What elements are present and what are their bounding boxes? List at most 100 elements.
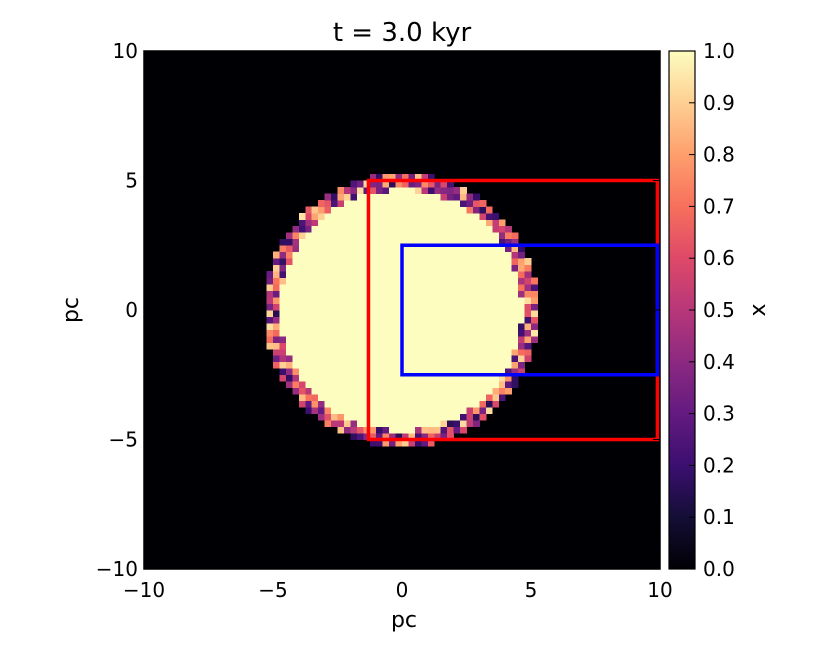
heatmap-cell — [285, 342, 293, 350]
heatmap-cell — [466, 271, 474, 279]
heatmap-cell — [498, 264, 506, 272]
heatmap-cell — [434, 316, 442, 324]
heatmap-cell — [376, 258, 384, 266]
heatmap-cell — [298, 361, 306, 369]
heatmap-cell — [279, 245, 287, 253]
heatmap-cell — [485, 335, 493, 343]
heatmap-cell — [285, 368, 293, 376]
heatmap-cell — [382, 426, 390, 434]
heatmap-cell — [337, 199, 345, 207]
heatmap-cell — [318, 212, 325, 220]
heatmap-cell — [440, 212, 448, 220]
heatmap-cell — [337, 329, 345, 337]
heatmap-cell — [356, 251, 364, 259]
heatmap-cell — [524, 342, 532, 350]
heatmap-cell — [369, 206, 377, 214]
heatmap-cell — [460, 264, 467, 272]
heatmap-cell — [505, 303, 513, 311]
heatmap-cell — [492, 258, 500, 266]
heatmap-cell — [466, 381, 474, 389]
heatmap-cell — [447, 232, 454, 240]
heatmap-cell — [311, 258, 319, 266]
heatmap-cell — [479, 407, 487, 415]
heatmap-cell — [395, 335, 403, 343]
heatmap-cell — [324, 303, 332, 311]
heatmap-cell — [434, 232, 442, 240]
heatmap-cell — [466, 355, 474, 363]
heatmap-cell — [427, 387, 435, 395]
heatmap-cell — [524, 277, 532, 285]
heatmap-cell — [311, 361, 319, 369]
heatmap-cell — [485, 258, 493, 266]
heatmap-cell — [350, 387, 358, 395]
heatmap-cell — [447, 277, 454, 285]
heatmap-cell — [434, 394, 442, 402]
heatmap-cell — [492, 238, 500, 246]
heatmap-cell — [382, 413, 390, 421]
heatmap-cell — [311, 355, 319, 363]
heatmap-cell — [460, 193, 467, 201]
heatmap-cell — [298, 290, 306, 298]
heatmap-cell — [395, 329, 403, 337]
heatmap-cell — [472, 316, 480, 324]
heatmap-cell — [440, 238, 448, 246]
heatmap-cell — [382, 290, 390, 298]
heatmap-cell — [318, 238, 325, 246]
heatmap-cell — [389, 329, 396, 337]
heatmap-cell — [460, 420, 467, 427]
heatmap-cell — [331, 238, 338, 246]
heatmap-cell — [369, 394, 377, 402]
heatmap-cell — [466, 284, 474, 291]
heatmap-cell — [292, 245, 300, 253]
heatmap-cell — [511, 368, 519, 376]
heatmap-cell — [305, 290, 313, 298]
heatmap-cell — [479, 310, 487, 317]
heatmap-cell — [318, 348, 325, 356]
heatmap-cell — [414, 264, 422, 272]
heatmap-cell — [453, 335, 461, 343]
heatmap-cell — [466, 303, 474, 311]
heatmap-cell — [460, 297, 467, 304]
heatmap-cell — [408, 407, 416, 415]
heatmap-cell — [421, 180, 429, 188]
heatmap-cell — [408, 180, 416, 188]
heatmap-cell — [479, 394, 487, 402]
heatmap-cell — [382, 316, 390, 324]
heatmap-cell — [511, 238, 519, 246]
heatmap-cell — [298, 245, 306, 253]
heatmap-cell — [421, 303, 429, 311]
heatmap-cell — [414, 212, 422, 220]
heatmap-cell — [350, 212, 358, 220]
heatmap-cell — [356, 193, 364, 201]
heatmap-cell — [402, 413, 409, 421]
heatmap-cell — [350, 368, 358, 376]
heatmap-cell — [331, 193, 338, 201]
heatmap-cell — [331, 400, 338, 408]
heatmap-cell — [466, 387, 474, 395]
heatmap-cell — [376, 322, 384, 330]
heatmap-cell — [524, 284, 532, 291]
heatmap-cell — [331, 374, 338, 382]
heatmap-cell — [369, 433, 377, 440]
heatmap-cell — [331, 245, 338, 253]
heatmap-cell — [343, 310, 351, 317]
heatmap-cell — [440, 387, 448, 395]
heatmap-cell — [369, 400, 377, 408]
heatmap-cell — [402, 303, 409, 311]
heatmap-cell — [505, 310, 513, 317]
heatmap-cell — [266, 322, 274, 330]
heatmap-cell — [492, 245, 500, 253]
heatmap-cell — [453, 297, 461, 304]
heatmap-cell — [369, 381, 377, 389]
heatmap-cell — [492, 290, 500, 298]
heatmap-cell — [324, 407, 332, 415]
heatmap-cell — [395, 316, 403, 324]
heatmap-cell — [447, 368, 454, 376]
heatmap-cell — [298, 368, 306, 376]
heatmap-cell — [395, 355, 403, 363]
heatmap-cell — [273, 329, 280, 337]
heatmap-cell — [318, 329, 325, 337]
heatmap-cell — [350, 316, 358, 324]
heatmap-cell — [492, 303, 500, 311]
heatmap-cell — [402, 407, 409, 415]
